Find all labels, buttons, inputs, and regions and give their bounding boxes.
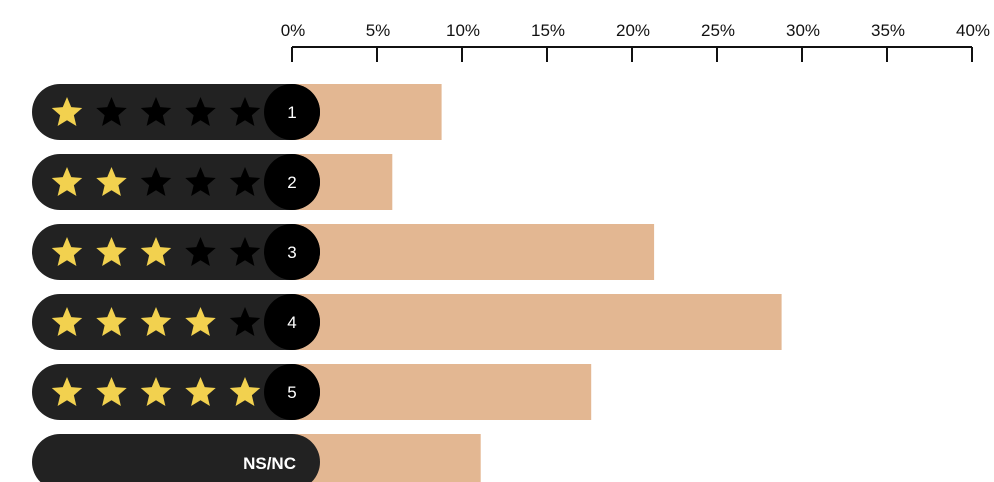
rating-badge xyxy=(264,154,320,210)
category-label: 3 xyxy=(287,243,296,262)
star-filled-icon xyxy=(140,237,172,266)
star-filled-icon xyxy=(229,377,261,406)
bar xyxy=(264,224,655,280)
x-tick-label: 25% xyxy=(701,21,735,40)
rating-badge xyxy=(264,294,320,350)
rating-badge xyxy=(264,84,320,140)
star-filled-icon xyxy=(96,377,127,406)
category-pill xyxy=(32,224,320,280)
x-tick-label: 0% xyxy=(281,21,306,40)
star-filled-icon xyxy=(51,237,83,266)
category-pill xyxy=(32,364,320,420)
category-pill xyxy=(32,154,320,210)
category-label: 4 xyxy=(287,313,296,332)
star-empty-icon xyxy=(229,307,261,336)
rating-badge xyxy=(264,224,320,280)
x-tick-label: 40% xyxy=(956,21,990,40)
category-label: NS/NC xyxy=(243,454,296,473)
star-filled-icon xyxy=(96,307,127,336)
star-empty-icon xyxy=(140,97,172,126)
x-tick-label: 30% xyxy=(786,21,820,40)
x-tick-label: 15% xyxy=(531,21,565,40)
star-filled-icon xyxy=(140,377,172,406)
star-filled-icon xyxy=(51,307,83,336)
star-empty-icon xyxy=(229,237,261,266)
x-tick-label: 20% xyxy=(616,21,650,40)
star-filled-icon xyxy=(51,97,83,126)
star-empty-icon xyxy=(96,97,127,126)
rating-badge xyxy=(264,364,320,420)
star-filled-icon xyxy=(96,237,127,266)
star-empty-icon xyxy=(185,97,216,126)
x-axis: 0% 5% 10% 15% 20% 25% 30% 35% 40% xyxy=(281,21,990,62)
bars-group xyxy=(264,84,782,482)
star-empty-icon xyxy=(140,167,172,196)
bar xyxy=(264,294,782,350)
category-pill xyxy=(32,434,320,482)
star-empty-icon xyxy=(229,167,261,196)
category-labels-group: 1 2 3 4 5 NS/NC xyxy=(32,84,320,482)
x-tick-label: 35% xyxy=(871,21,905,40)
category-pill xyxy=(32,294,320,350)
star-empty-icon xyxy=(185,237,216,266)
star-filled-icon xyxy=(51,167,83,196)
star-filled-icon xyxy=(51,377,83,406)
star-empty-icon xyxy=(185,167,216,196)
star-filled-icon xyxy=(185,307,216,336)
star-empty-icon xyxy=(229,97,261,126)
category-label: 1 xyxy=(287,103,296,122)
category-label: 2 xyxy=(287,173,296,192)
star-filled-icon xyxy=(96,167,127,196)
star-filled-icon xyxy=(140,307,172,336)
category-pill xyxy=(32,84,320,140)
x-tick-label: 10% xyxy=(446,21,480,40)
x-tick-label: 5% xyxy=(366,21,391,40)
star-filled-icon xyxy=(185,377,216,406)
category-label: 5 xyxy=(287,383,296,402)
